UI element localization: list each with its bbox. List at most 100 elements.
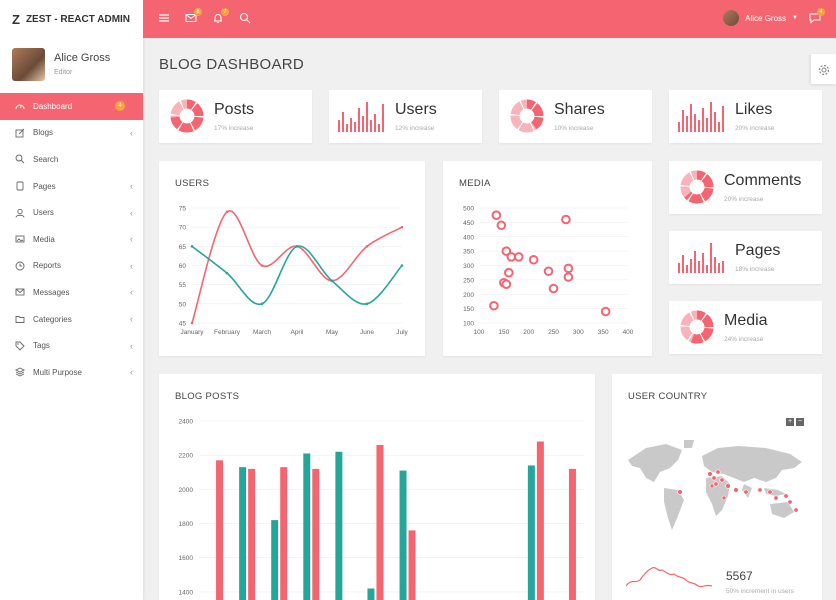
stat-title: Shares (554, 101, 605, 118)
bar (536, 441, 544, 600)
sidebar-item-blogs[interactable]: Blogs ‹ (0, 120, 143, 147)
sidebar-item-pages[interactable]: Pages ‹ (0, 173, 143, 200)
tag-icon (15, 341, 25, 351)
chevron-left-icon: ‹ (130, 340, 133, 351)
sidebar-item-dashboard[interactable]: Dashboard 4 (0, 93, 143, 120)
y-tick-label: 100 (463, 321, 474, 328)
bar (280, 467, 288, 600)
settings-button[interactable] (811, 54, 836, 84)
mail-icon[interactable] (185, 12, 197, 24)
sidebar-item-users[interactable]: Users ‹ (0, 199, 143, 226)
scatter-point (501, 279, 512, 289)
sidebar-item-label: Pages (33, 181, 56, 191)
avatar[interactable] (12, 47, 45, 81)
chevron-left-icon: ‹ (130, 367, 133, 378)
sidebar-item-multi-purpose[interactable]: Multi Purpose ‹ (0, 359, 143, 386)
y-tick-label: 1800 (179, 521, 194, 528)
data-point (365, 245, 369, 248)
bar (367, 588, 375, 600)
sidebar-item-label: Search (33, 154, 59, 164)
y-tick-label: 250 (463, 277, 474, 284)
world-map[interactable] (626, 438, 806, 538)
bar (408, 530, 416, 600)
data-point (190, 321, 194, 325)
donut-icon (510, 99, 544, 133)
scatter-point (496, 220, 507, 231)
y-tick-label: 1600 (179, 555, 194, 562)
sidebar-item-messages[interactable]: Messages ‹ (0, 279, 143, 306)
sidebar-item-label: Multi Purpose (33, 367, 82, 377)
chevron-left-icon: ‹ (130, 181, 133, 192)
search-icon[interactable] (239, 12, 251, 24)
map-markers (677, 469, 799, 513)
bar-sparkline-icon (338, 102, 384, 132)
sidebar-item-search[interactable]: Search (0, 146, 143, 173)
stat-card-media[interactable]: Media 24% increase (669, 301, 822, 354)
brand[interactable]: Z ZEST - REACT ADMIN (0, 0, 143, 38)
bar (335, 451, 343, 600)
series-line (191, 210, 403, 324)
stat-subtitle: 20% increase (735, 125, 775, 132)
user-country-card: USER COUNTRY + − 5567 50% increment in u… (612, 374, 822, 600)
stat-card-shares[interactable]: Shares 10% increase (499, 90, 652, 143)
y-tick-label: 200 (463, 292, 474, 299)
x-tick-label: 300 (573, 329, 584, 336)
gear-icon (818, 64, 829, 75)
media-chart-card: MEDIA 100 150 200 250 300 350 400 450 500 100 150 2… (443, 161, 652, 356)
stat-card-comments[interactable]: Comments 20% increase (669, 161, 822, 214)
blog-posts-bar-chart: 1400 1600 1800 2000 2200 2400 (179, 419, 584, 600)
blog-posts-chart-card: BLOG POSTS 1400 1600 1800 2000 2200 2400 (159, 374, 595, 600)
country-count: 5567 (726, 569, 753, 583)
menu-icon[interactable] (158, 12, 170, 24)
users-line-chart: 45 50 55 60 65 70 75 January February March April M… (179, 206, 409, 337)
stat-card-users[interactable]: Users 12% increase (329, 90, 482, 143)
zoom-in-button[interactable]: + (786, 418, 794, 426)
sparkline-chart (626, 566, 712, 588)
bar (303, 453, 311, 600)
stat-card-posts[interactable]: Posts 17% increase (159, 90, 312, 143)
dashboard-icon (15, 104, 25, 110)
data-point (225, 210, 229, 214)
card-title: USER COUNTRY (628, 391, 708, 402)
chat-badge: 4 (817, 8, 825, 16)
sidebar-item-tags[interactable]: Tags ‹ (0, 332, 143, 359)
stat-title: Posts (214, 101, 255, 118)
profile-info: Alice Gross Editor (54, 52, 110, 76)
stat-card-likes[interactable]: Likes 20% increase (669, 90, 822, 143)
sidebar-item-label: Reports (33, 261, 62, 271)
country-subtitle: 50% increment in users (726, 588, 794, 595)
folder-icon (15, 316, 25, 323)
sidebar-item-reports[interactable]: Reports ‹ (0, 253, 143, 280)
chevron-down-icon: ▼ (792, 15, 798, 21)
sidebar-item-media[interactable]: Media ‹ (0, 226, 143, 253)
data-point (190, 245, 194, 248)
avatar (723, 10, 740, 26)
zoom-out-button[interactable]: − (796, 418, 804, 426)
stat-subtitle: 18% increase (735, 266, 775, 273)
card-title: BLOG POSTS (175, 391, 240, 402)
user-icon (15, 208, 25, 218)
y-tick-label: 60 (179, 263, 187, 270)
sidebar-item-label: Users (33, 208, 54, 218)
stat-subtitle: 24% increase (724, 336, 764, 343)
mail-badge: 8 (194, 8, 202, 16)
stat-title: Likes (735, 101, 773, 118)
x-tick-label: 250 (548, 329, 559, 336)
media-scatter-chart: 100 150 200 250 300 350 400 450 500 100 150 200 250 3… (463, 206, 634, 337)
chevron-left-icon: ‹ (130, 207, 133, 218)
stat-card-pages[interactable]: Pages 18% increase (669, 231, 822, 284)
users-chart-card: USERS 45 50 55 60 65 70 75 January February March… (159, 161, 425, 356)
bar-sparkline-icon (678, 102, 724, 132)
stat-title: Pages (735, 242, 781, 259)
x-tick-label: January (180, 329, 204, 336)
x-tick-label: March (253, 329, 271, 336)
sidebar-item-categories[interactable]: Categories ‹ (0, 306, 143, 333)
profile: Alice Gross Editor (0, 38, 143, 90)
bar-sparkline-icon (678, 243, 724, 273)
y-tick-label: 65 (179, 244, 187, 251)
user-menu[interactable]: Alice Gross ▼ (723, 10, 798, 26)
scatter-point (501, 246, 512, 256)
y-tick-label: 2200 (179, 453, 194, 460)
stat-subtitle: 17% increase (214, 125, 254, 132)
bell-icon[interactable] (212, 12, 224, 24)
